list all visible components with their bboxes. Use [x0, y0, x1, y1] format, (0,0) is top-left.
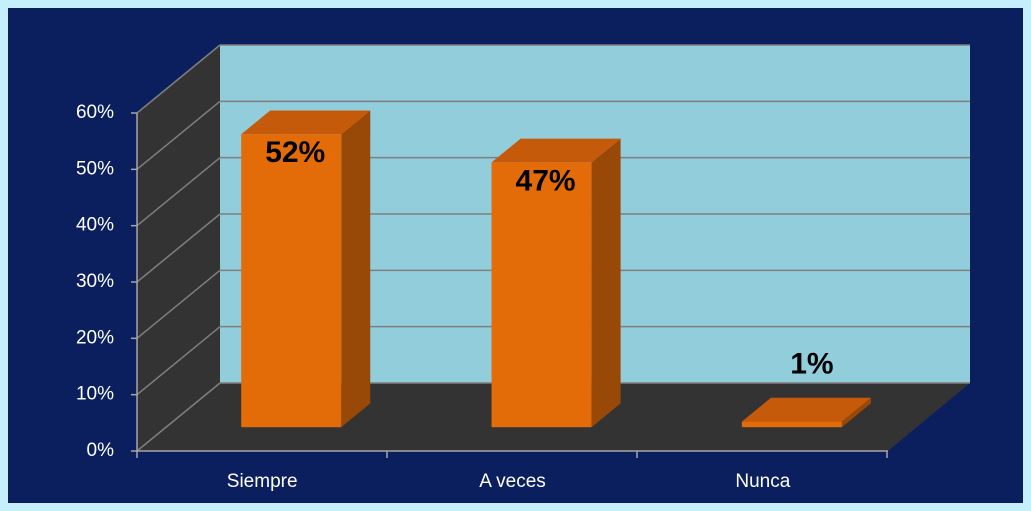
y-tick-label: 60% — [76, 102, 114, 123]
bar — [491, 162, 592, 428]
y-tick-label: 30% — [76, 271, 114, 292]
bar — [741, 421, 842, 428]
x-tick-label: A veces — [479, 471, 546, 492]
x-tick-label: Nunca — [735, 471, 790, 492]
bar-side — [341, 110, 371, 428]
grid-line-side — [136, 382, 221, 452]
data-label: 47% — [516, 164, 576, 197]
grid-line-side — [136, 213, 221, 283]
bar-top — [491, 138, 621, 163]
grid-line-side — [136, 157, 221, 227]
bar-top — [741, 397, 871, 422]
bar — [241, 134, 342, 428]
grid-line-side — [136, 269, 221, 339]
y-tick-label: 20% — [76, 327, 114, 348]
data-label: 1% — [790, 347, 833, 380]
y-tick-label: 40% — [76, 215, 114, 236]
x-tick-label: Siempre — [227, 471, 298, 492]
grid-line-side — [136, 326, 221, 396]
y-tick-label: 10% — [76, 384, 114, 405]
grid-line-side — [136, 44, 221, 114]
bar-side — [591, 138, 621, 428]
y-tick-label: 50% — [76, 158, 114, 179]
bar-side — [841, 397, 871, 428]
data-label: 52% — [265, 136, 325, 169]
bar-top — [241, 110, 371, 135]
category-dividers — [136, 451, 888, 458]
grid-line-side — [136, 100, 221, 170]
y-tick-label: 0% — [87, 440, 115, 461]
